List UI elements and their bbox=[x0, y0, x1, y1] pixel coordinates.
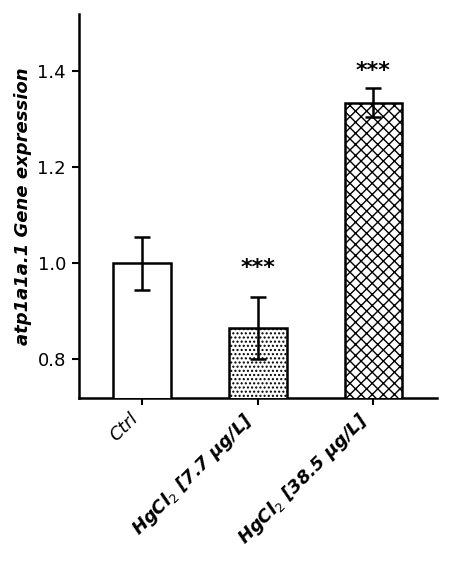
Bar bbox=[229, 328, 287, 563]
Bar bbox=[113, 263, 171, 563]
Text: ***: *** bbox=[240, 258, 275, 278]
Bar bbox=[345, 102, 402, 563]
Y-axis label: atp1a1a.1 Gene expression: atp1a1a.1 Gene expression bbox=[14, 67, 32, 345]
Text: ***: *** bbox=[356, 61, 391, 81]
